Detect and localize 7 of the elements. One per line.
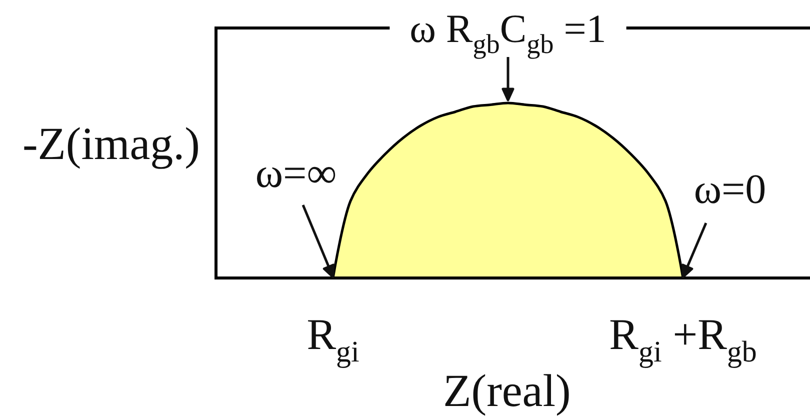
y-axis-title: -Z(imag.) [22,118,200,169]
annotation: ω=∞ [255,151,337,197]
x-axis-title: Z(real) [443,365,571,416]
x-tick-label: R$_{gi}$ +R$_{gb}$ [609,310,757,368]
annotation: ω R$_{gb}$C$_{gb}$ =1 [410,6,606,60]
annotation: ω=0 [694,167,766,213]
x-tick-label: R$_{gi}$ [306,310,360,368]
